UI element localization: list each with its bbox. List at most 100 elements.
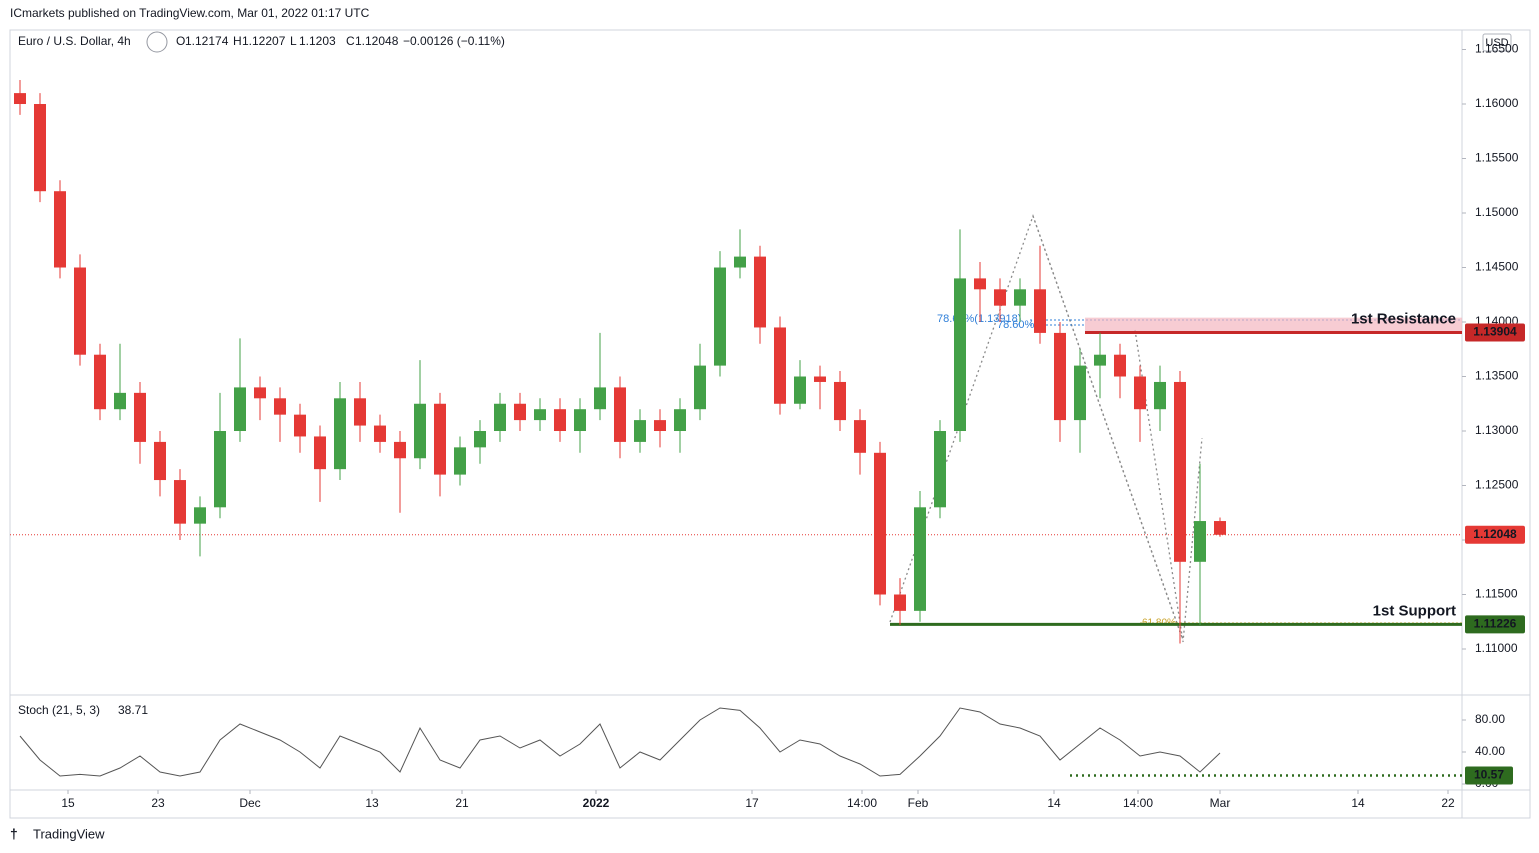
candle-body [734, 256, 746, 268]
stoch-tick-label: 80.00 [1475, 712, 1505, 726]
y-tick-label: 1.13000 [1475, 423, 1519, 437]
candle-body [354, 398, 366, 426]
candle-body [134, 392, 146, 442]
x-tick-label: 21 [455, 796, 469, 810]
candle-body [794, 376, 806, 404]
candle-body [1194, 521, 1206, 562]
candle-body [434, 403, 446, 475]
candle-body [834, 381, 846, 421]
candle-body [874, 452, 886, 595]
stoch-level-badge [1465, 766, 1513, 785]
candle-body [914, 507, 926, 611]
candle-body [314, 436, 326, 470]
candle-body [174, 480, 186, 524]
last-price: 1.12048 [1473, 527, 1517, 541]
brand: † TradingView [10, 826, 105, 842]
y-tick-label: 1.14500 [1475, 260, 1519, 274]
candle-body [574, 409, 586, 432]
x-tick-label: 15 [61, 796, 75, 810]
candle-body [674, 409, 686, 432]
fib-label: 78.60% [997, 319, 1035, 331]
candle-body [1154, 381, 1166, 410]
pattern-line [889, 214, 1184, 641]
x-tick-label: Dec [239, 796, 260, 810]
x-tick-label: 13 [365, 796, 379, 810]
candle-body [854, 420, 866, 453]
level-badge [1465, 615, 1525, 634]
pattern-line [1134, 329, 1203, 643]
candle-body [694, 365, 706, 410]
brand-name: TradingView [33, 826, 105, 841]
pattern [889, 214, 1203, 643]
ohlc-value: 1.1203 [299, 34, 336, 48]
stoch-level-value: 10.57 [1474, 768, 1504, 782]
ohlc-label: H [233, 34, 242, 48]
candle-body [274, 398, 286, 415]
level-value: 1.13904 [1473, 325, 1517, 339]
stoch-value: 38.71 [118, 703, 148, 717]
candle-body [614, 387, 626, 442]
candle-body [414, 403, 426, 459]
candle-body [454, 447, 466, 475]
candle-body [1174, 381, 1186, 562]
y-tick-label: 1.13500 [1475, 369, 1519, 383]
level-badge [1465, 323, 1525, 342]
x-tick-label: 2022 [583, 796, 610, 810]
candle-body [1134, 376, 1146, 410]
icon [146, 31, 168, 53]
candle-body [154, 441, 166, 481]
stoch-line [19, 707, 1221, 777]
candle-body [234, 387, 246, 432]
candle-body [374, 425, 386, 442]
candle-body [1034, 289, 1046, 333]
ohlc-label: O [176, 34, 185, 48]
candle-body [194, 507, 206, 524]
candle-body [1214, 521, 1226, 535]
pattern-line [1032, 215, 1181, 633]
candle-body [774, 327, 786, 404]
candle-body [74, 267, 86, 355]
x-tick-label: 17 [745, 796, 759, 810]
ohlc-value: 1.12207 [242, 34, 286, 48]
candle-body [1114, 354, 1126, 377]
candle-body [994, 289, 1006, 306]
currency-box [1482, 33, 1512, 52]
candle-body [494, 403, 506, 432]
candle-body [34, 104, 46, 192]
candle-body [254, 387, 266, 399]
y-tick-label: 1.16500 [1475, 42, 1519, 56]
y-tick-label: 1.11500 [1475, 587, 1518, 601]
stoch-tick-label: 40.00 [1475, 744, 1505, 758]
x-tick-label: 23 [151, 796, 165, 810]
candle-body [394, 441, 406, 459]
candle-body [14, 93, 26, 105]
candle-body [554, 409, 566, 432]
y-tick-label: 1.16000 [1475, 96, 1519, 110]
candle-body [754, 256, 766, 328]
symbol: Euro / U.S. Dollar, 4h [18, 34, 131, 48]
candle-body [1074, 365, 1086, 421]
ohlc-label: L [290, 34, 297, 48]
candle-body [54, 191, 66, 268]
candle-body [294, 414, 306, 437]
level-name: 1st Resistance [1351, 310, 1456, 327]
candle-body [114, 392, 126, 410]
x-tick-label: Mar [1210, 796, 1231, 810]
x-tick-label: 14 [1351, 796, 1365, 810]
last-price-badge [1465, 525, 1525, 544]
ohlc-value: 1.12048 [355, 34, 399, 48]
candle-body [1014, 289, 1026, 306]
brand-mark: † [10, 826, 18, 842]
x-tick-label: 14:00 [1123, 796, 1153, 810]
change: −0.00126 (−0.11%) [403, 34, 505, 48]
ohlc-value: 1.12174 [185, 34, 229, 48]
level-value: 1.11226 [1474, 617, 1517, 631]
candle-body [334, 398, 346, 470]
publisher: ICmarkets published on TradingView.com, … [10, 6, 370, 20]
candle-body [1094, 354, 1106, 366]
x-tick-label: 22 [1441, 796, 1455, 810]
stoch-name: Stoch (21, 5, 3) [18, 703, 100, 717]
x-tick-label: 14 [1047, 796, 1061, 810]
